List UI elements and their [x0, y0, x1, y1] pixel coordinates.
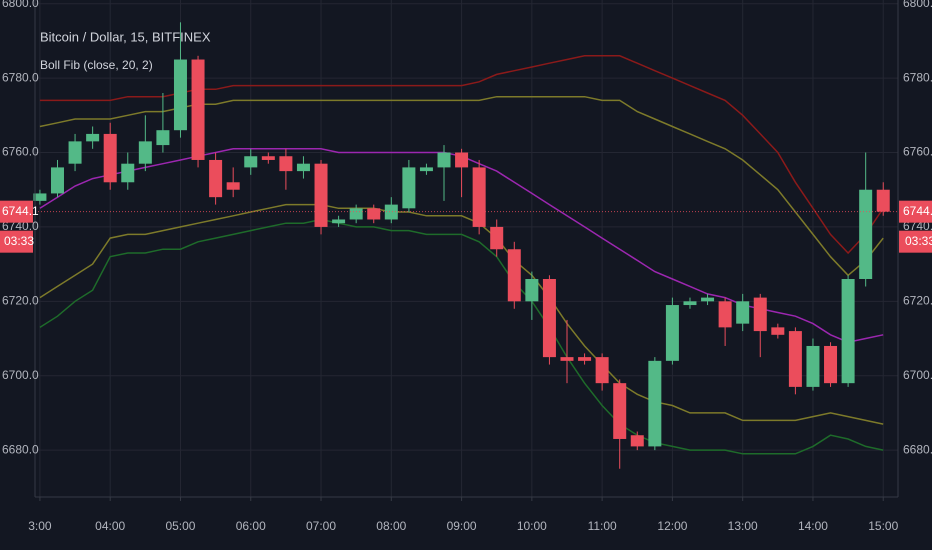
x-tick-label: 07:00 — [306, 519, 336, 533]
candle-body — [859, 189, 873, 280]
x-tick-label: 08:00 — [376, 519, 406, 533]
x-tick-label: 14:00 — [798, 519, 828, 533]
x-tick-label: 05:00 — [165, 519, 195, 533]
candle-body — [384, 204, 398, 220]
y-tick-label: 6760.0 — [2, 145, 39, 159]
y-tick-label: 6720.0 — [903, 293, 932, 307]
candle-body — [718, 301, 732, 328]
last-price-label: 6744.1 — [903, 204, 932, 218]
candle-body — [261, 156, 275, 160]
y-tick-label: 6680.0 — [903, 442, 932, 456]
y-tick-label: 6780.0 — [903, 70, 932, 84]
candle-body — [736, 301, 750, 324]
candle-body — [349, 208, 363, 220]
x-tick-label: 09:00 — [447, 519, 477, 533]
candle-body — [472, 167, 486, 227]
candle-body — [296, 163, 310, 172]
candle-body — [279, 156, 293, 172]
candle-body — [595, 357, 609, 384]
candle-body — [841, 279, 855, 384]
candle-body — [455, 152, 469, 168]
x-tick-label: 13:00 — [728, 519, 758, 533]
y-tick-label: 6800.0 — [903, 0, 932, 10]
y-tick-label: 6680.0 — [2, 442, 39, 456]
x-tick-label: 3:00 — [28, 519, 52, 533]
candle-body — [103, 133, 117, 183]
band-line — [39, 203, 884, 425]
y-tick-label: 6700.0 — [2, 368, 39, 382]
candle-body — [367, 208, 381, 220]
x-tick-label: 10:00 — [517, 519, 547, 533]
candle-body — [701, 297, 715, 302]
x-tick-label: 12:00 — [657, 519, 687, 533]
x-tick-label: 04:00 — [95, 519, 125, 533]
last-price-tag — [0, 200, 33, 223]
candle-body — [121, 163, 135, 183]
candle-body — [806, 345, 820, 387]
x-tick-label: 11:00 — [588, 519, 617, 533]
candle-body — [437, 152, 451, 168]
chart-title: Bitcoin / Dollar, 15, BITFINEX — [40, 29, 211, 44]
candle-body — [314, 163, 328, 227]
candle-body — [578, 357, 592, 361]
axes: 6680.06680.06700.06700.06720.06720.06740… — [0, 0, 932, 533]
countdown-label: 03:33 — [905, 234, 932, 248]
candle-body — [753, 297, 767, 332]
indicator-label: Boll Fib (close, 20, 2) — [40, 58, 153, 72]
x-tick-label: 06:00 — [236, 519, 266, 533]
candle-body — [68, 141, 82, 164]
candle-body — [525, 279, 539, 302]
x-tick-label: 15:00 — [868, 519, 898, 533]
candle-body — [560, 357, 574, 361]
candle-body — [507, 249, 521, 302]
candle-body — [402, 167, 416, 209]
candle-body — [138, 141, 152, 164]
countdown-tag — [899, 230, 932, 253]
y-tick-label: 6720.0 — [2, 293, 39, 307]
candle-body — [86, 133, 100, 142]
candle-body — [332, 219, 346, 224]
candle-body — [665, 305, 679, 361]
plot — [33, 22, 898, 469]
last-price-label: 6744.1 — [2, 204, 39, 218]
countdown-tag — [0, 230, 33, 253]
candle-body — [156, 130, 170, 146]
candle-body — [209, 159, 223, 198]
candle-body — [490, 226, 504, 250]
y-tick-label: 6760.0 — [903, 145, 932, 159]
y-tick-label: 6700.0 — [903, 368, 932, 382]
candle-body — [173, 59, 187, 131]
y-tick-label: 6780.0 — [2, 70, 39, 84]
candle-body — [419, 167, 433, 172]
candle-body — [824, 345, 838, 384]
last-price-tag — [899, 200, 932, 223]
candle-body — [50, 167, 64, 194]
candle-body — [648, 360, 662, 447]
candle-body — [244, 156, 258, 168]
candle-body — [683, 301, 697, 306]
candle-body — [771, 327, 785, 335]
candle-body — [876, 189, 890, 212]
candle-body — [630, 435, 644, 447]
y-tick-label: 6800.0 — [2, 0, 39, 10]
candle-body — [542, 279, 556, 358]
candle-body — [191, 59, 205, 160]
band-line — [39, 218, 884, 455]
candle-body — [613, 383, 627, 439]
candle-body — [226, 182, 240, 190]
candle-body — [788, 331, 802, 387]
countdown-label: 03:33 — [4, 234, 34, 248]
candle-body — [33, 193, 47, 201]
